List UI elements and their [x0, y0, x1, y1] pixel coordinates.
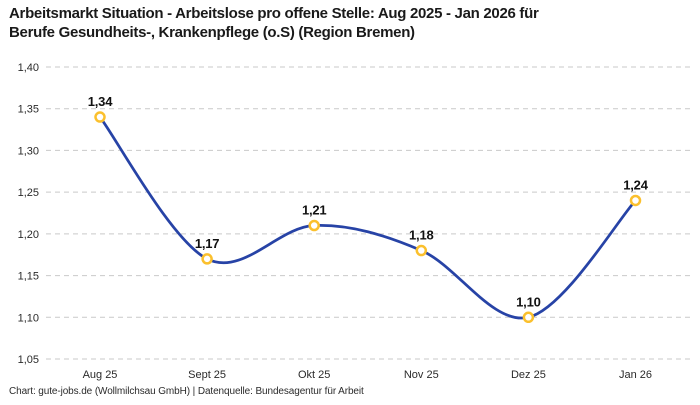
x-tick-label: Nov 25: [404, 369, 439, 381]
x-tick-label: Aug 25: [83, 369, 118, 381]
data-point-marker: [522, 311, 535, 324]
data-point-label: 1,21: [302, 203, 327, 218]
data-point-label: 1,34: [88, 94, 113, 109]
data-point-label: 1,17: [195, 236, 220, 251]
data-point-marker: [415, 244, 428, 257]
chart-source-credit: Chart: gute-jobs.de (Wollmilchsau GmbH) …: [9, 386, 364, 397]
y-tick-label: 1,20: [18, 229, 39, 241]
data-point-label: 1,18: [409, 228, 434, 243]
y-tick-label: 1,15: [18, 271, 39, 283]
y-tick-label: 1,30: [18, 145, 39, 157]
y-tick-label: 1,25: [18, 187, 39, 199]
data-point-marker: [94, 111, 106, 123]
y-tick-label: 1,40: [18, 62, 39, 74]
chart-title-line2: Berufe Gesundheits-, Krankenpflege (o.S)…: [9, 24, 415, 41]
data-point-label: 1,24: [623, 177, 648, 192]
chart-title-line1: Arbeitsmarkt Situation - Arbeitslose pro…: [9, 5, 539, 22]
series-line: [98, 115, 637, 320]
x-tick-label: Okt 25: [298, 369, 330, 381]
y-tick-label: 1,10: [18, 312, 39, 324]
y-tick-label: 1,35: [18, 104, 39, 116]
x-tick-label: Jan 26: [619, 369, 652, 381]
y-tick-label: 1,05: [18, 354, 39, 366]
x-tick-label: Sept 25: [188, 369, 226, 381]
x-tick-label: Dez 25: [511, 369, 546, 381]
data-point-marker: [308, 219, 320, 232]
chart-title: Arbeitsmarkt Situation - Arbeitslose pro…: [9, 4, 695, 42]
data-point-marker: [629, 194, 642, 207]
data-point-label: 1,10: [516, 294, 541, 309]
data-point-marker: [201, 253, 213, 265]
